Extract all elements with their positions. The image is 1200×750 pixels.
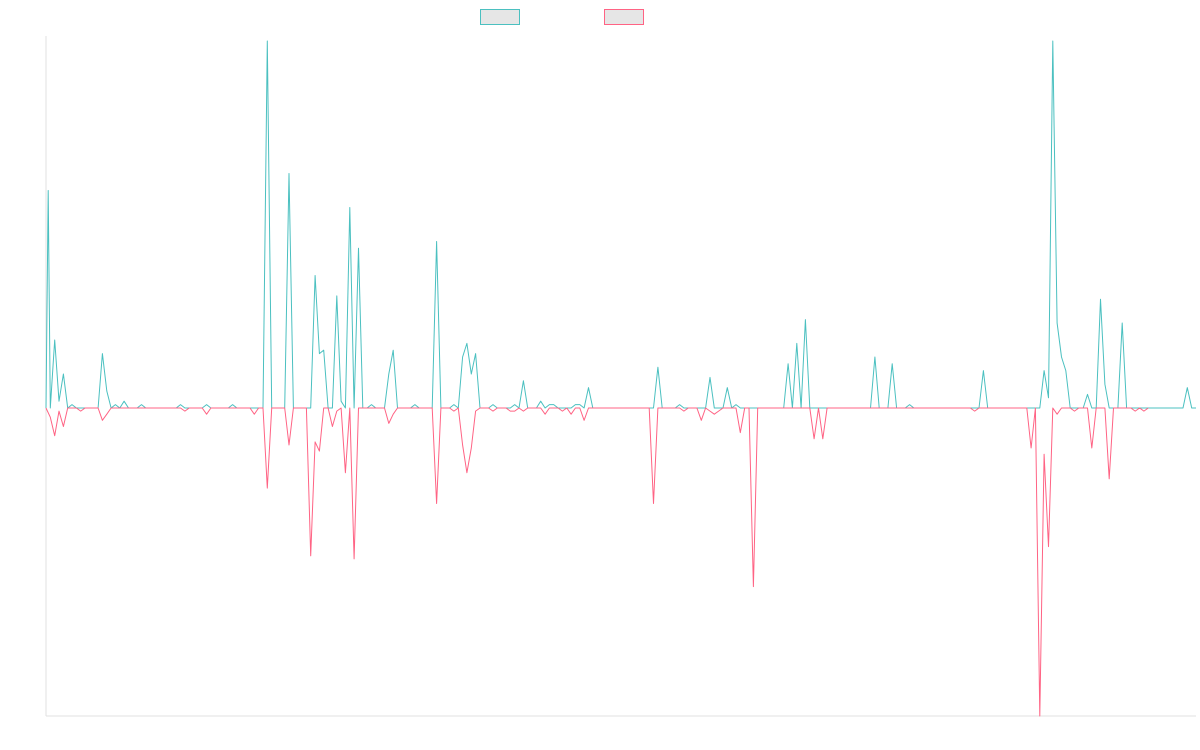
- series-line-2: [45, 407, 1149, 717]
- legend: [0, 9, 1200, 27]
- legend-swatch-1[interactable]: [480, 9, 520, 25]
- series-line-1: [45, 40, 1196, 409]
- legend-swatch-2[interactable]: [604, 9, 644, 25]
